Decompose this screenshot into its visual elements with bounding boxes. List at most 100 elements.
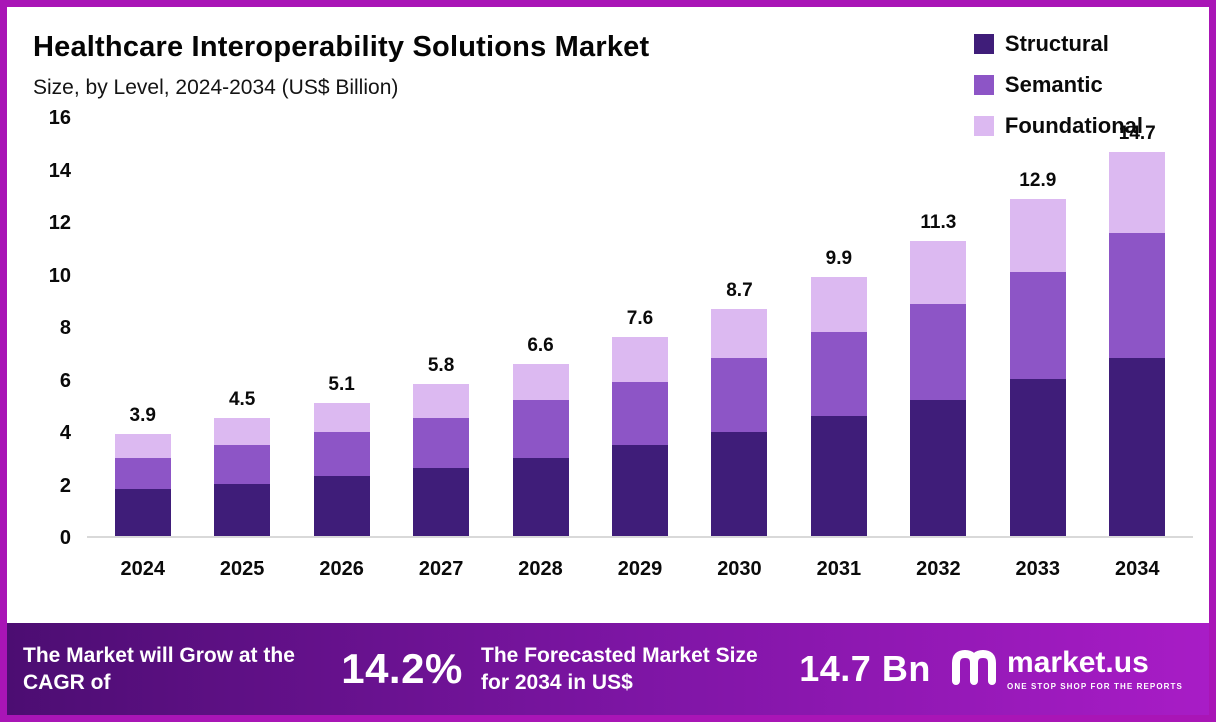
structural-segment xyxy=(611,444,668,536)
brand-text: market.us ONE STOP SHOP FOR THE REPORTS xyxy=(1007,645,1183,691)
bar-total-label: 12.9 xyxy=(1019,170,1057,191)
x-tick-label-2033: 2033 xyxy=(1015,558,1061,580)
brand-tagline: ONE STOP SHOP FOR THE REPORTS xyxy=(1007,681,1183,691)
semantic-segment xyxy=(512,400,569,458)
foundational-segment xyxy=(910,240,967,304)
foundational-segment xyxy=(611,337,668,382)
x-tick-label-2030: 2030 xyxy=(717,558,762,580)
x-tick-label-2029: 2029 xyxy=(617,558,663,580)
bar-stack-2029: 7.6 xyxy=(611,308,668,536)
x-tick-label-2024: 2024 xyxy=(120,558,165,580)
bar-total-label: 7.6 xyxy=(626,308,654,330)
y-tick-label: 2 xyxy=(59,474,71,497)
semantic-segment xyxy=(1009,272,1066,380)
y-tick-label: 4 xyxy=(59,422,71,444)
bar-stack-2025: 4.5 xyxy=(214,389,271,536)
bar-2029: 7.6 xyxy=(590,118,689,536)
structural-segment xyxy=(114,488,171,536)
structural-segment xyxy=(413,468,470,536)
foundational-segment xyxy=(512,363,569,401)
foundational-segment xyxy=(1109,151,1166,233)
bar-stack-2024: 3.9 xyxy=(114,405,171,536)
legend-swatch-semantic xyxy=(973,75,994,95)
bar-total-label: 6.6 xyxy=(527,334,554,356)
y-tick-label: 10 xyxy=(48,264,71,287)
semantic-segment xyxy=(214,444,271,484)
x-tick-label-2026: 2026 xyxy=(319,558,364,580)
structural-segment xyxy=(1009,379,1066,536)
semantic-segment xyxy=(1109,232,1166,359)
structural-segment xyxy=(711,431,768,536)
foundational-segment xyxy=(214,418,271,445)
forecast-label: The Forecasted Market Size for 2034 in U… xyxy=(481,643,758,694)
structural-segment xyxy=(810,415,867,536)
structural-segment xyxy=(910,400,967,536)
structural-segment xyxy=(214,483,271,536)
chart-title: Healthcare Interoperability Solutions Ma… xyxy=(33,31,650,63)
foundational-segment xyxy=(114,434,171,458)
brand-logo: market.us ONE STOP SHOP FOR THE REPORTS xyxy=(949,646,1183,693)
legend-swatch-structural xyxy=(973,34,994,54)
foundational-segment xyxy=(313,402,370,432)
bar-2031: 9.9 xyxy=(789,118,888,536)
bar-2034: 14.7 xyxy=(1088,118,1187,536)
y-axis: 0 2 4 6 8 10 12 14 16 xyxy=(33,108,87,548)
bar-stack-2028: 6.6 xyxy=(512,335,569,536)
bar-stack-2027: 5.8 xyxy=(413,355,470,536)
bar-2028: 6.6 xyxy=(491,118,590,536)
x-tick-label-2025: 2025 xyxy=(219,558,265,580)
plot-area: 3.9 4.5 5.1 5.8 6.6 7.6 8.7 9.9 11.3 12.9 14.7 xyxy=(87,118,1193,538)
bar-2024: 3.9 xyxy=(93,118,192,536)
structural-segment xyxy=(1109,358,1166,536)
semantic-segment xyxy=(313,431,370,476)
x-tick-label-2034: 2034 xyxy=(1115,558,1160,580)
bar-stack-2034: 14.7 xyxy=(1109,123,1166,536)
chart-card: Healthcare Interoperability Solutions Ma… xyxy=(7,7,1209,623)
bar-2025: 4.5 xyxy=(192,118,291,536)
structural-segment xyxy=(313,475,370,536)
legend-label: Foundational xyxy=(1004,113,1143,138)
x-tick-label-2032: 2032 xyxy=(916,558,961,580)
bar-stack-2031: 9.9 xyxy=(810,248,867,536)
structural-segment xyxy=(512,457,569,536)
y-tick-label: 12 xyxy=(48,212,71,234)
legend-label: Semantic xyxy=(1004,72,1103,97)
bar-stack-2030: 8.7 xyxy=(711,280,768,536)
foundational-segment xyxy=(810,277,867,333)
legend-item-structural: Structural xyxy=(973,31,1143,57)
legend-label: Structural xyxy=(1004,31,1109,56)
chart-subtitle: Size, by Level, 2024-2034 (US$ Billion) xyxy=(33,76,399,99)
legend-item-semantic: Semantic xyxy=(973,72,1143,98)
bar-total-label: 11.3 xyxy=(920,211,957,233)
y-tick-label: 0 xyxy=(59,527,71,549)
x-tick-label-2031: 2031 xyxy=(816,558,862,580)
x-axis: 2024 2025 2026 2027 2028 2029 2030 2031 2032 2033… xyxy=(87,558,1193,581)
foundational-segment xyxy=(413,384,470,419)
bar-stack-2033: 12.9 xyxy=(1009,170,1066,536)
bar-2033: 12.9 xyxy=(988,118,1087,536)
bar-total-label: 3.9 xyxy=(129,405,156,427)
bar-2027: 5.8 xyxy=(391,118,490,536)
cagr-value: 14.2% xyxy=(341,645,463,692)
bar-2026: 5.1 xyxy=(292,118,391,536)
bar-total-label: 8.7 xyxy=(726,279,753,301)
bar-stack-2032: 11.3 xyxy=(910,212,967,536)
chart-legend: Structural Semantic Foundational xyxy=(973,31,1143,139)
bar-2032: 11.3 xyxy=(889,118,988,536)
bar-total-label: 4.5 xyxy=(228,389,256,411)
brand-name: market.us xyxy=(1007,645,1149,679)
legend-item-foundational: Foundational xyxy=(973,113,1143,139)
semantic-segment xyxy=(611,381,668,445)
bar-total-label: 14.7 xyxy=(1118,122,1156,144)
footer-banner: The Market will Grow at the CAGR of 14.2… xyxy=(7,623,1209,715)
semantic-segment xyxy=(711,358,768,432)
semantic-segment xyxy=(910,303,967,401)
legend-swatch-foundational xyxy=(973,116,994,136)
market-us-logo-icon xyxy=(949,646,997,693)
cagr-label: The Market will Grow at the CAGR of xyxy=(23,643,295,694)
foundational-segment xyxy=(711,308,768,359)
bar-total-label: 9.9 xyxy=(825,248,853,270)
semantic-segment xyxy=(114,457,171,489)
x-tick-label-2027: 2027 xyxy=(418,558,464,580)
